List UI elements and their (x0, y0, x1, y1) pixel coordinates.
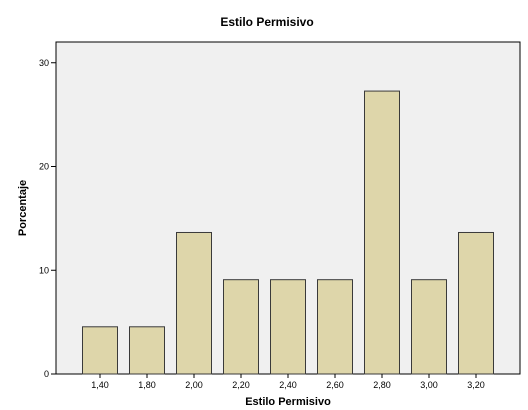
bar-2-20 (223, 279, 259, 375)
y-tick-label: 20 (39, 162, 49, 172)
y-axis-label: Porcentaje (17, 180, 29, 236)
x-tick-label: 2,60 (326, 380, 344, 390)
y-tick-label: 10 (39, 265, 49, 275)
bar-3-00 (411, 279, 447, 375)
x-tick-label: 2,00 (185, 380, 203, 390)
bar-2-80 (364, 90, 400, 375)
x-axis-label: Estilo Permisivo (245, 396, 331, 408)
y-axis: 0 10 20 30 (39, 58, 56, 379)
x-tick-label: 2,80 (373, 380, 391, 390)
x-tick-label: 1,80 (138, 380, 156, 390)
bar-2-00 (176, 231, 212, 375)
bar-2-60 (317, 279, 353, 375)
bar-3-20 (458, 231, 494, 375)
bar-1-80 (129, 326, 165, 375)
y-tick-label: 30 (39, 58, 49, 68)
x-tick-label: 3,20 (467, 380, 485, 390)
bars-group (82, 90, 494, 375)
bar-1-40 (82, 326, 118, 375)
chart-title: Estilo Permisivo (220, 15, 313, 29)
x-axis: 1,40 1,80 2,00 2,20 2,40 2,60 2,80 3,00 3,20 (91, 374, 485, 390)
x-tick-label: 1,40 (91, 380, 109, 390)
y-tick-label: 0 (44, 369, 49, 379)
x-tick-label: 3,00 (420, 380, 438, 390)
x-tick-label: 2,20 (232, 380, 250, 390)
bar-2-40 (270, 279, 306, 375)
x-tick-label: 2,40 (279, 380, 297, 390)
